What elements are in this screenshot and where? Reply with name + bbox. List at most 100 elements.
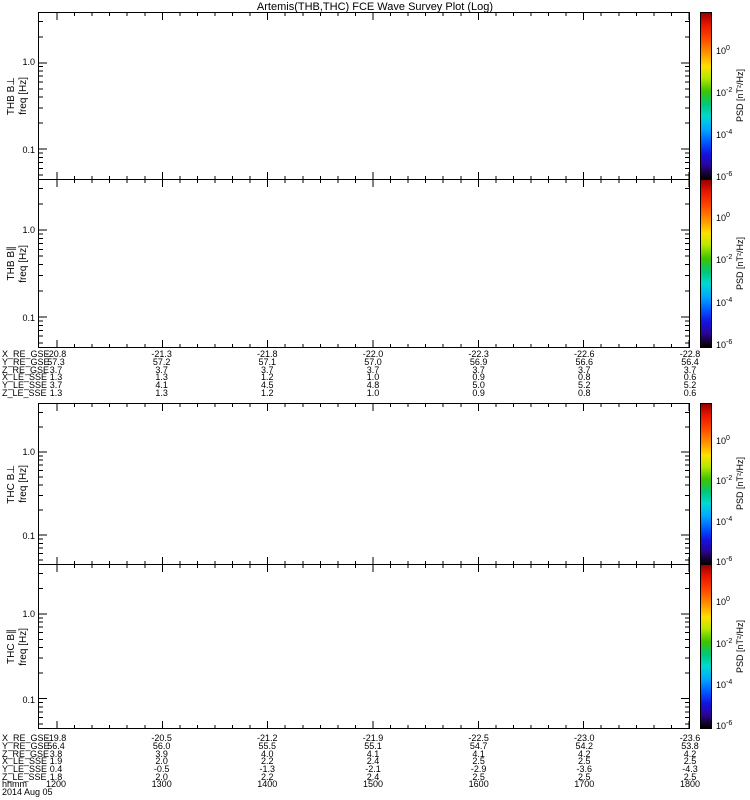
ephemeris-value: 2.0 bbox=[155, 772, 168, 782]
axis-ticks bbox=[39, 180, 689, 347]
colorbar-gradient bbox=[700, 403, 712, 565]
colorbar-label-wrap: PSD [nT²/Hz] bbox=[735, 403, 745, 565]
colorbar: 100 10-2 10-4 10-6 PSD [nT²/Hz] bbox=[700, 403, 750, 568]
ephemeris-value: 1.3 bbox=[49, 388, 63, 398]
ephemeris-row: Z_RE_GSE 3.7 3.7 3.7 3.7 3.7 3.7 3.7 bbox=[0, 364, 750, 375]
ephemeris-row-label: Z_RE_GSE bbox=[2, 748, 50, 759]
panel-instrument-label: THC B⊥ bbox=[5, 464, 17, 504]
ephemeris-value: -21.3 bbox=[151, 349, 172, 359]
ephemeris-value: 3.9 bbox=[155, 748, 168, 759]
ephemeris-row: X_RE_GSE -19.8 -20.5 -21.2 -21.9 -22.5 -23.0 -2… bbox=[0, 734, 750, 743]
ephemeris-value: 4.0 bbox=[261, 748, 274, 759]
time-tick-label: 1800 bbox=[679, 779, 701, 789]
ephemeris-row: Y_RE_GSE 56.4 56.0 55.5 55.1 54.7 54.2 53.8 bbox=[0, 740, 750, 751]
time-axis-label: hhmm bbox=[2, 779, 28, 789]
ephemeris-value: 55.1 bbox=[364, 740, 382, 751]
ephemeris-value: 2.5 bbox=[472, 772, 485, 782]
ephemeris-value: -2.9 bbox=[470, 764, 487, 775]
colorbar-gradient bbox=[700, 12, 712, 180]
ephemeris-value: -0.5 bbox=[153, 764, 170, 775]
ephemeris-value: 0.8 bbox=[578, 388, 591, 398]
time-tick-label: 1200 bbox=[45, 779, 67, 789]
spectrogram-panel-thc-bperp bbox=[38, 403, 690, 565]
ephemeris-value: 2.4 bbox=[366, 756, 380, 767]
ephemeris-row: X_LE_SSE 1.3 1.3 1.2 1.0 0.9 0.8 0.6 bbox=[0, 373, 750, 382]
ephemeris-value: 56.6 bbox=[575, 356, 594, 367]
ephemeris-value: 0.6 bbox=[683, 372, 697, 383]
y-tick-label: 0.1 bbox=[22, 695, 35, 705]
panel-instrument-label: THB B⊥ bbox=[5, 76, 17, 116]
colorbar-tick: 10-2 bbox=[716, 86, 733, 98]
ephemeris-value: 1.3 bbox=[155, 388, 168, 398]
ephemeris-row-label: X_RE_GSE bbox=[2, 733, 50, 743]
colorbar-gradient bbox=[700, 564, 712, 729]
colorbar-label-wrap: PSD [nT²/Hz] bbox=[735, 564, 745, 729]
ephemeris-value: 1.3 bbox=[49, 372, 63, 383]
spectrogram-panel-thc-bpar bbox=[38, 564, 690, 729]
ephemeris-value: 56.9 bbox=[469, 356, 488, 367]
ephemeris-value: -4.3 bbox=[682, 764, 698, 775]
y-tick-label: 1.0 bbox=[22, 225, 35, 235]
ephemeris-value: 0.8 bbox=[578, 372, 591, 383]
panel-instrument-label: THC B∥ bbox=[5, 629, 17, 664]
time-tick-label: 1700 bbox=[574, 779, 595, 789]
date-label: 2014 Aug 05 bbox=[2, 787, 53, 797]
ephemeris-row: Z_LE_SSE 1.8 2.0 2.2 2.4 2.5 2.5 2.5 bbox=[0, 773, 750, 782]
ephemeris-value: -23.0 bbox=[574, 733, 595, 743]
y-tick-label: 1.0 bbox=[22, 57, 35, 67]
ephemeris-value: 57.2 bbox=[152, 356, 171, 367]
time-tick-label: 1400 bbox=[257, 779, 278, 789]
time-tick-label: 1600 bbox=[468, 779, 489, 789]
ephemeris-value: 4.2 bbox=[578, 748, 591, 759]
ephemeris-value: 2.0 bbox=[155, 756, 168, 767]
colorbar-tick: 10-4 bbox=[716, 515, 733, 527]
spectrogram-panel-thb-bpar bbox=[38, 179, 690, 348]
colorbar-tick: 10-4 bbox=[716, 678, 733, 690]
ephemeris-row-label: Z_LE_SSE bbox=[2, 388, 47, 398]
colorbar-gradient bbox=[700, 179, 712, 348]
ephemeris-row: Y_RE_GSE 57.3 57.2 57.1 57.0 56.9 56.6 56.4 bbox=[0, 356, 750, 367]
y-tick-label: 0.1 bbox=[22, 531, 35, 541]
ephemeris-value: 5.2 bbox=[578, 380, 591, 391]
ephemeris-row-label: Y_LE_SSE bbox=[2, 380, 48, 391]
ephemeris-value: -21.2 bbox=[257, 733, 278, 743]
panel-instrument-label: THB B∥ bbox=[5, 246, 17, 281]
colorbar-tick: 10-2 bbox=[716, 254, 733, 266]
ephemeris-value: -20.8 bbox=[45, 349, 67, 359]
ephemeris-row: Y_LE_SSE 0.4 -0.5 -1.3 -2.1 -2.9 -3.6 -4.3 bbox=[0, 765, 750, 774]
colorbar-tick: 100 bbox=[716, 44, 730, 56]
ephemeris-value: 4.8 bbox=[366, 380, 380, 391]
ephemeris-row-label: X_LE_SSE bbox=[2, 372, 48, 383]
ephemeris-value: -3.6 bbox=[576, 764, 593, 775]
colorbar-tick: 10-6 bbox=[716, 338, 733, 350]
ephemeris-value: 2.4 bbox=[366, 772, 380, 782]
ephemeris-row-label: Z_RE_GSE bbox=[2, 364, 50, 375]
ephemeris-value: 5.0 bbox=[472, 380, 485, 391]
colorbar-tick: 100 bbox=[716, 212, 730, 224]
colorbar-tick: 100 bbox=[716, 596, 730, 608]
ephemeris-value: 1.0 bbox=[366, 372, 380, 383]
ephemeris-value: 57.1 bbox=[258, 356, 277, 367]
colorbar: 100 10-2 10-4 10-6 PSD [nT²/Hz] bbox=[700, 564, 750, 732]
ephemeris-value: 0.4 bbox=[49, 764, 63, 775]
ephemeris-row-label: Y_LE_SSE bbox=[2, 764, 48, 775]
ephemeris-row: X_RE_GSE -20.8 -21.3 -21.8 -22.0 -22.3 -22.6 -2… bbox=[0, 350, 750, 359]
ephemeris-value: 3.7 bbox=[683, 364, 697, 375]
ephemeris-value: -1.3 bbox=[259, 764, 276, 775]
ephemeris-value: -21.9 bbox=[362, 733, 384, 743]
ephemeris-row-label: Y_RE_GSE bbox=[2, 356, 50, 367]
ephemeris-value: 56.4 bbox=[47, 740, 65, 751]
panel-axis-label: freq [Hz] bbox=[17, 77, 29, 115]
ephemeris-row: Z_RE_GSE 3.8 3.9 4.0 4.1 4.1 4.2 4.2 bbox=[0, 748, 750, 759]
ephemeris-value: 56.4 bbox=[681, 356, 699, 367]
colorbar-tick: 10-6 bbox=[716, 556, 733, 568]
colorbar-tick: 10-2 bbox=[716, 475, 733, 487]
panel-axis-label: freq [Hz] bbox=[17, 627, 29, 666]
ephemeris-value: 0.9 bbox=[472, 388, 485, 398]
plot-title: Artemis(THB,THC) FCE Wave Survey Plot (L… bbox=[256, 1, 494, 13]
ephemeris-value: -19.8 bbox=[45, 733, 67, 743]
colorbar-tick: 10-6 bbox=[716, 720, 733, 732]
y-tick-label: 0.1 bbox=[22, 313, 35, 323]
ephemeris-row: Y_LE_SSE 3.7 4.1 4.5 4.8 5.0 5.2 5.2 bbox=[0, 381, 750, 390]
